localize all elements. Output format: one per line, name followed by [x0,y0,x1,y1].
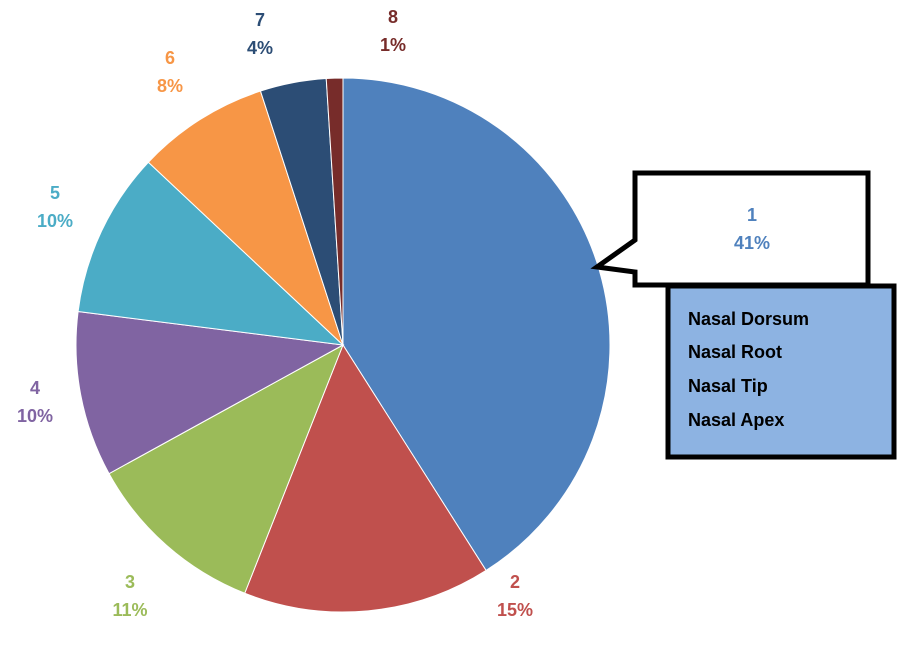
callout-box [590,170,871,288]
annotation-line: Nasal Dorsum [688,309,809,329]
pie-slice [108,343,344,594]
slice-value-label: 15% [497,600,533,620]
annotation-box [665,283,897,460]
slice-value-label: 10% [17,406,53,426]
pie-slice [325,77,344,346]
slice-category-label: 4 [30,378,40,398]
pie-slice [77,161,345,346]
slice-category-label: 5 [50,183,60,203]
annotation-line: Nasal Apex [688,410,784,430]
slice-value-label: 8% [157,76,183,96]
pie-slice [147,90,344,346]
slice-value-label: 11% [112,600,147,620]
slice-category-label: 2 [510,572,520,592]
slice-value-label: 41% [734,233,770,253]
slice-category-label: 3 [125,572,135,592]
pie-slice [244,343,487,613]
slice-value-label: 4% [247,38,273,58]
slice-category-label: 8 [388,7,398,27]
slice-category-label: 6 [165,48,175,68]
slice-value-label: 1% [380,35,406,55]
slice-category-label: 1 [747,205,757,225]
annotation-line: Nasal Root [688,342,782,362]
pie-slice [75,310,345,475]
slice-category-label: 7 [255,10,265,30]
slice-value-label: 10% [37,211,73,231]
annotation-line: Nasal Tip [688,376,768,396]
pie-slice [342,77,611,572]
